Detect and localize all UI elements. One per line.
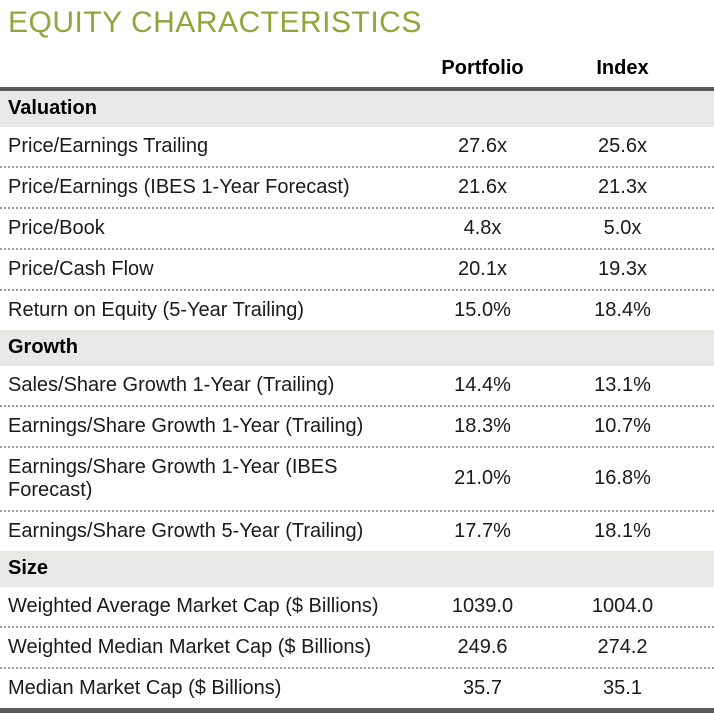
- portfolio-value: 18.3%: [454, 414, 511, 437]
- index-value: 10.7%: [594, 414, 651, 437]
- table-row: Return on Equity (5-Year Trailing) 15.0%…: [0, 291, 714, 330]
- portfolio-value: 1039.0: [451, 594, 514, 617]
- row-label: Price/Earnings (IBES 1-Year Forecast): [8, 175, 350, 198]
- row-label: Earnings/Share Growth 5-Year (Trailing): [8, 519, 364, 542]
- portfolio-value: 14.4%: [454, 373, 511, 396]
- portfolio-value: 15.0%: [454, 298, 511, 321]
- table-row: Weighted Average Market Cap ($ Billions)…: [0, 587, 714, 626]
- row-label: Weighted Average Market Cap ($ Billions): [8, 594, 379, 617]
- row-label: Earnings/Share Growth 1-Year (IBES Forec…: [8, 455, 338, 501]
- section-header-valuation: Valuation: [0, 90, 714, 127]
- table-row: Price/Book 4.8x 5.0x: [0, 209, 714, 248]
- portfolio-value: 4.8x: [463, 216, 502, 239]
- column-header-portfolio: Portfolio: [441, 56, 524, 79]
- portfolio-value: 249.6: [457, 635, 508, 658]
- portfolio-value: 20.1x: [458, 257, 507, 280]
- row-label: Price/Cash Flow: [8, 257, 154, 280]
- portfolio-value: 27.6x: [458, 134, 507, 157]
- index-value: 18.1%: [594, 519, 651, 542]
- index-value: 35.1: [603, 676, 642, 699]
- dotted-row-separator: [0, 404, 714, 407]
- dotted-row-separator: [0, 509, 714, 512]
- row-label: Weighted Median Market Cap ($ Billions): [8, 635, 372, 658]
- column-header-index: Index: [596, 56, 649, 79]
- table-row: Earnings/Share Growth 5-Year (Trailing) …: [0, 512, 714, 551]
- table-row: Price/Earnings (IBES 1-Year Forecast) 21…: [0, 168, 714, 207]
- dotted-row-separator: [0, 206, 714, 209]
- dotted-row-separator: [0, 666, 714, 669]
- index-value: 21.3x: [598, 175, 647, 198]
- dotted-row-separator: [0, 247, 714, 250]
- portfolio-value: 17.7%: [454, 519, 511, 542]
- row-label: Return on Equity (5-Year Trailing): [8, 298, 305, 321]
- row-label: Sales/Share Growth 1-Year (Trailing): [8, 373, 335, 396]
- table-row: Median Market Cap ($ Billions) 35.7 35.1: [0, 669, 714, 708]
- index-value: 16.8%: [594, 467, 651, 489]
- dotted-row-separator: [0, 288, 714, 291]
- row-label: Price/Earnings Trailing: [8, 134, 209, 157]
- section-header-growth: Growth: [0, 329, 714, 366]
- portfolio-value: 21.6x: [458, 175, 507, 198]
- table-header-row: Portfolio Index: [0, 57, 714, 91]
- table-row: Price/Cash Flow 20.1x 19.3x: [0, 250, 714, 289]
- row-label: Median Market Cap ($ Billions): [8, 676, 282, 699]
- dotted-row-separator: [0, 165, 714, 168]
- table-row: Price/Earnings Trailing 27.6x 25.6x: [0, 127, 714, 166]
- table-row: Earnings/Share Growth 1-Year (Trailing) …: [0, 407, 714, 446]
- index-value: 18.4%: [594, 298, 651, 321]
- table-row: Weighted Median Market Cap ($ Billions) …: [0, 628, 714, 667]
- row-label: Earnings/Share Growth 1-Year (Trailing): [8, 414, 364, 437]
- index-value: 1004.0: [591, 594, 654, 617]
- dotted-row-separator: [0, 445, 714, 448]
- portfolio-value: 35.7: [463, 676, 502, 699]
- section-header-size: Size: [0, 550, 714, 587]
- equity-characteristics-table: Portfolio Index Valuation Price/Earnings…: [0, 57, 714, 714]
- table-row: Sales/Share Growth 1-Year (Trailing) 14.…: [0, 366, 714, 405]
- portfolio-value: 21.0%: [454, 467, 511, 489]
- index-value: 5.0x: [603, 216, 642, 239]
- index-value: 13.1%: [594, 373, 651, 396]
- page-title: EQUITY CHARACTERISTICS: [8, 6, 422, 39]
- table-body: Valuation Price/Earnings Trailing 27.6x …: [0, 90, 714, 708]
- table-bottom-rule: [0, 707, 714, 714]
- dotted-row-separator: [0, 625, 714, 628]
- index-value: 19.3x: [598, 257, 647, 280]
- row-label: Price/Book: [8, 216, 105, 239]
- table-row: Earnings/Share Growth 1-Year (IBES Forec…: [0, 448, 714, 510]
- index-value: 25.6x: [598, 134, 647, 157]
- index-value: 274.2: [597, 635, 648, 658]
